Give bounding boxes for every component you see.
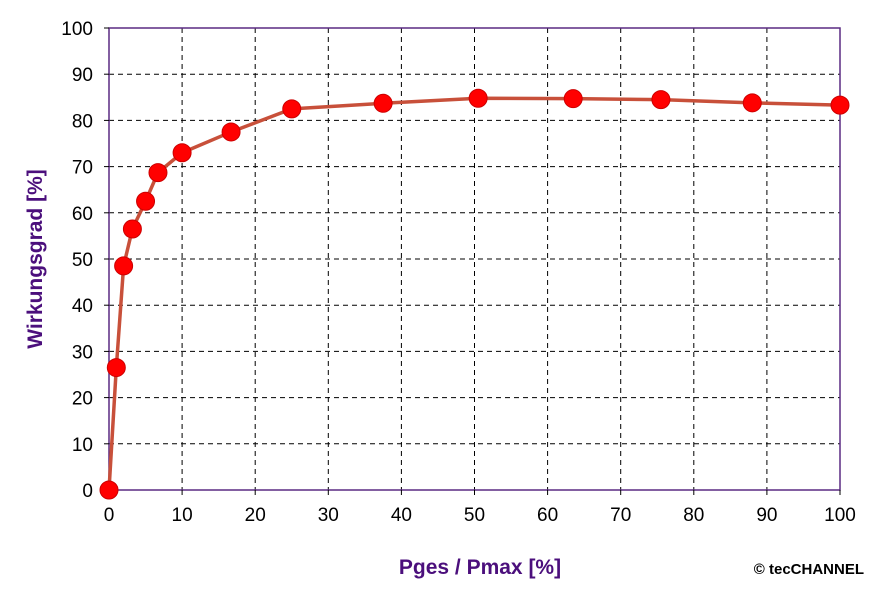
x-tick-label-10: 100 bbox=[824, 505, 856, 526]
data-point-3 bbox=[122, 219, 142, 239]
efficiency-series bbox=[99, 88, 850, 500]
y-tick-label-8: 80 bbox=[72, 111, 93, 132]
x-axis-ticks: 0 10 20 30 40 50 60 70 80 90 100 bbox=[104, 490, 856, 526]
x-tick-label-0: 0 bbox=[104, 505, 115, 526]
x-tick-label-9: 90 bbox=[756, 505, 777, 526]
data-point-6 bbox=[172, 143, 192, 163]
x-tick-label-1: 10 bbox=[172, 505, 193, 526]
y-tick-label-9: 90 bbox=[72, 65, 93, 86]
y-tick-label-1: 10 bbox=[72, 435, 93, 456]
y-tick-label-4: 40 bbox=[72, 296, 93, 317]
y-axis-title: Wirkungsgrad [%] bbox=[24, 169, 47, 348]
data-point-5 bbox=[148, 163, 168, 183]
y-tick-label-10: 100 bbox=[61, 19, 93, 40]
x-axis-title: Pges / Pmax [%] bbox=[399, 556, 561, 579]
data-point-13 bbox=[742, 93, 762, 113]
y-tick-label-7: 70 bbox=[72, 158, 93, 179]
x-tick-label-8: 80 bbox=[683, 505, 704, 526]
data-point-11 bbox=[563, 89, 583, 109]
y-tick-label-3: 30 bbox=[72, 342, 93, 363]
x-tick-label-7: 70 bbox=[610, 505, 631, 526]
data-point-14 bbox=[830, 95, 850, 115]
data-point-8 bbox=[282, 99, 302, 119]
y-tick-label-5: 50 bbox=[72, 250, 93, 271]
data-point-0 bbox=[99, 480, 119, 500]
x-tick-label-2: 20 bbox=[245, 505, 266, 526]
data-point-2 bbox=[114, 256, 134, 276]
x-tick-label-3: 30 bbox=[318, 505, 339, 526]
y-tick-label-6: 60 bbox=[72, 204, 93, 225]
data-point-10 bbox=[468, 88, 488, 108]
data-point-4 bbox=[136, 191, 156, 211]
data-point-7 bbox=[221, 122, 241, 142]
data-point-1 bbox=[106, 358, 126, 378]
data-point-12 bbox=[651, 90, 671, 110]
y-tick-label-0: 0 bbox=[82, 481, 93, 502]
y-tick-label-2: 20 bbox=[72, 389, 93, 410]
x-tick-label-4: 40 bbox=[391, 505, 412, 526]
copyright-credit: © tecCHANNEL bbox=[753, 561, 864, 578]
data-point-9 bbox=[373, 93, 393, 113]
y-axis-ticks: 0 10 20 30 40 50 60 70 80 90 100 bbox=[61, 19, 109, 502]
x-tick-label-6: 60 bbox=[537, 505, 558, 526]
x-tick-label-5: 50 bbox=[464, 505, 485, 526]
